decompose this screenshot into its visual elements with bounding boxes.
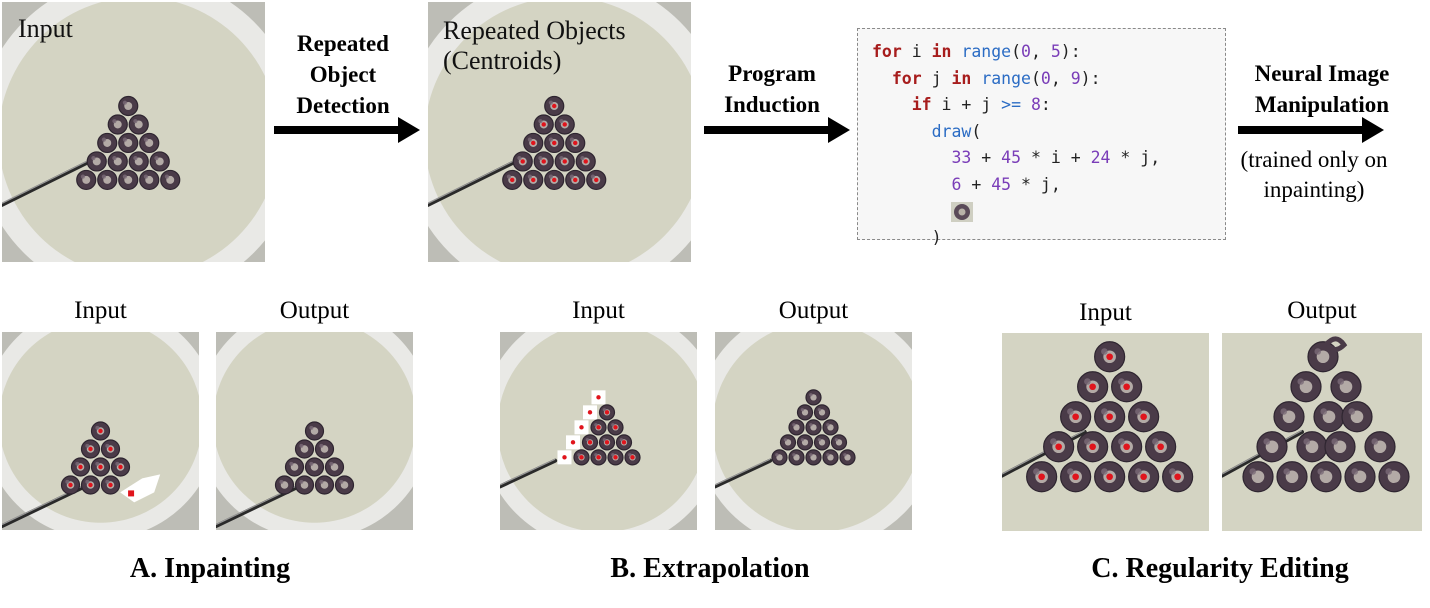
input-photo-label: Input [18,14,73,43]
centroid-dot [1055,443,1062,451]
centroid-dot [88,446,93,452]
code-line-4: draw( [931,121,982,141]
centroid-dot [562,159,567,164]
c-output-photo [1222,333,1422,531]
centroid-dot [118,464,123,470]
centroid-dot [531,140,536,146]
centroid-dot [594,177,599,183]
centroid-dot [1072,473,1079,481]
centroid-dot [541,159,546,164]
c-input-caption: Input [1079,299,1132,326]
centroid-dot [108,482,113,488]
step-neural-image-manipulation-note: (trained only on inpainting) [1240,147,1388,202]
centroid-dot [1174,473,1181,481]
centroid-dot [587,440,593,445]
code-line-6: 6 + 45 * j, [951,174,1061,194]
centroid-dot [596,395,601,400]
code-line-7 [872,198,1225,225]
code-line-1: for i in range(0, 5): [872,42,1081,61]
centroid-dot [1089,443,1096,451]
centroid-dot [1123,443,1130,451]
centroids-photo [428,2,691,262]
centroid-dot [1123,383,1130,391]
centroid-dot [562,122,567,127]
centroid-dot [1106,473,1113,481]
c-output-caption: Output [1287,297,1357,324]
section-a-title: A. Inpainting [129,553,291,584]
centroid-dot [98,464,103,470]
code-line-8: ) [931,227,942,247]
centroid-dot [613,455,618,460]
centroid-dot [1089,383,1096,391]
a-input-caption: Input [74,297,127,324]
centroid-dot [562,455,567,460]
centroid-dot [613,425,618,430]
a-output-caption: Output [279,297,350,324]
centroid-dot [1106,413,1113,421]
centroid-dot [88,482,93,488]
c-input-photo [1002,333,1209,531]
arrow-right-icon [704,117,850,143]
centroid-dot [579,455,584,460]
centroid-dot [520,159,525,164]
centroid-dot [552,103,557,109]
arrow-right-icon [274,117,420,143]
section-b-title: B. Extrapolation [610,553,810,584]
input-photo [2,2,265,262]
centroid-dot [1157,443,1164,451]
centroid-dot [1072,413,1079,421]
b-output-photo [715,332,912,530]
arrow-right-icon [1238,117,1384,143]
a-input-photo [2,332,199,530]
centroid-dot [604,410,610,415]
section-c-title: C. Regularity Editing [1091,553,1349,584]
centroid-dot [630,455,635,460]
centroid-dot [604,440,610,445]
centroid-dot [579,425,584,430]
centroid-dot [541,122,546,127]
step-program-induction: Program Induction [724,61,820,118]
centroid-dot [1140,473,1147,481]
b-output-caption: Output [778,297,849,324]
b-input-caption: Input [572,297,625,324]
centroid-dot [108,446,113,452]
centroid-dot [1038,473,1045,481]
code-line-3: if i + j >= 8: [911,95,1051,114]
induced-program-code: for i in range(0, 5): for j in range(0, … [857,28,1226,247]
centroids-photo-label: Repeated Objects (Centroids) [443,16,626,75]
b-input-photo [500,332,697,530]
centroid-dot [596,455,601,460]
centroid-dot [1106,353,1113,361]
centroid-dot [596,425,601,430]
a-output-photo [216,332,413,530]
centroid-dot [552,140,557,146]
centroid-dot [531,177,536,183]
centroid-dot [1140,413,1147,421]
centroid-dot [587,410,593,415]
step-repeated-object-detection: Repeated Object Detection [296,31,390,119]
centroid-dot [573,140,578,146]
centroid-dot [68,482,73,488]
centroid-dot [98,428,103,434]
centroid-dot [573,177,578,183]
centroid-dot [510,177,515,183]
code-line-5: 33 + 45 * i + 24 * j, [951,148,1161,167]
centroid-dot [552,177,557,183]
step-neural-image-manipulation: Neural Image Manipulation [1254,61,1390,118]
centroid-dot [78,464,83,470]
centroid-dot [621,440,627,445]
cereal-patch-icon [951,201,974,222]
code-line-2: for j in range(0, 9): [891,68,1101,88]
centroid-dot [570,440,576,445]
centroid-dot [583,159,588,164]
